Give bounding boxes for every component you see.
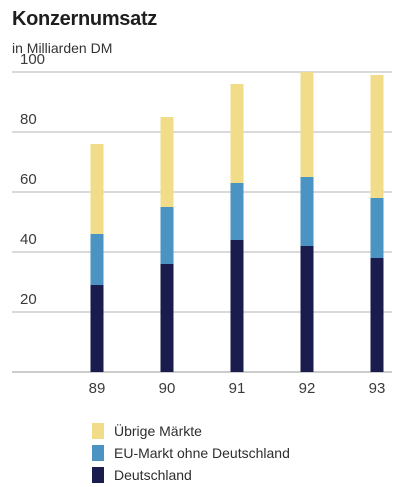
legend-swatch-eu-markt <box>92 445 104 461</box>
bar-89-series-2 <box>90 144 104 234</box>
bar-90-series-2 <box>160 117 174 207</box>
chart-subtitle: in Milliarden DM <box>12 40 113 56</box>
y-tick-label-60: 60 <box>20 171 37 188</box>
legend: Übrige Märkte EU-Markt ohne Deutschland … <box>92 420 290 486</box>
x-tick-label-89: 89 <box>89 380 106 397</box>
x-tick-label-92: 92 <box>299 380 316 397</box>
legend-swatch-deutschland <box>92 467 104 483</box>
bar-93-series-2 <box>370 75 384 198</box>
bar-90-series-1 <box>160 207 174 264</box>
legend-swatch-uebrige-maerkte <box>92 423 104 439</box>
y-tick-label-100: 100 <box>20 51 45 68</box>
legend-item-uebrige-maerkte: Übrige Märkte <box>92 420 290 442</box>
stacked-bar-chart: 20 40 60 80 100 89 90 91 92 93 <box>12 51 392 397</box>
legend-label-eu-markt: EU-Markt ohne Deutschland <box>114 445 290 461</box>
x-tick-label-93: 93 <box>369 380 386 397</box>
grid-lines <box>12 71 392 373</box>
x-tick-label-91: 91 <box>229 380 246 397</box>
bar-93-series-0 <box>370 258 384 372</box>
chart-title: Konzernumsatz <box>12 8 158 30</box>
bar-92-series-1 <box>300 177 314 246</box>
bar-93-series-1 <box>370 198 384 258</box>
bar-92-series-0 <box>300 246 314 372</box>
bar-89-series-1 <box>90 234 104 285</box>
bar-91-series-2 <box>230 84 244 183</box>
legend-label-uebrige-maerkte: Übrige Märkte <box>114 423 202 439</box>
legend-item-eu-markt: EU-Markt ohne Deutschland <box>92 442 290 464</box>
y-tick-label-20: 20 <box>20 291 37 308</box>
legend-label-deutschland: Deutschland <box>114 467 192 483</box>
tick-labels: 20 40 60 80 100 89 90 91 92 93 <box>20 51 385 397</box>
y-tick-label-40: 40 <box>20 231 37 248</box>
y-tick-label-80: 80 <box>20 111 37 128</box>
bar-92-series-2 <box>300 72 314 177</box>
bar-91-series-0 <box>230 240 244 372</box>
bars <box>90 72 384 372</box>
x-tick-label-90: 90 <box>159 380 176 397</box>
legend-item-deutschland: Deutschland <box>92 464 290 486</box>
bar-89-series-0 <box>90 285 104 372</box>
bar-91-series-1 <box>230 183 244 240</box>
bar-90-series-0 <box>160 264 174 372</box>
